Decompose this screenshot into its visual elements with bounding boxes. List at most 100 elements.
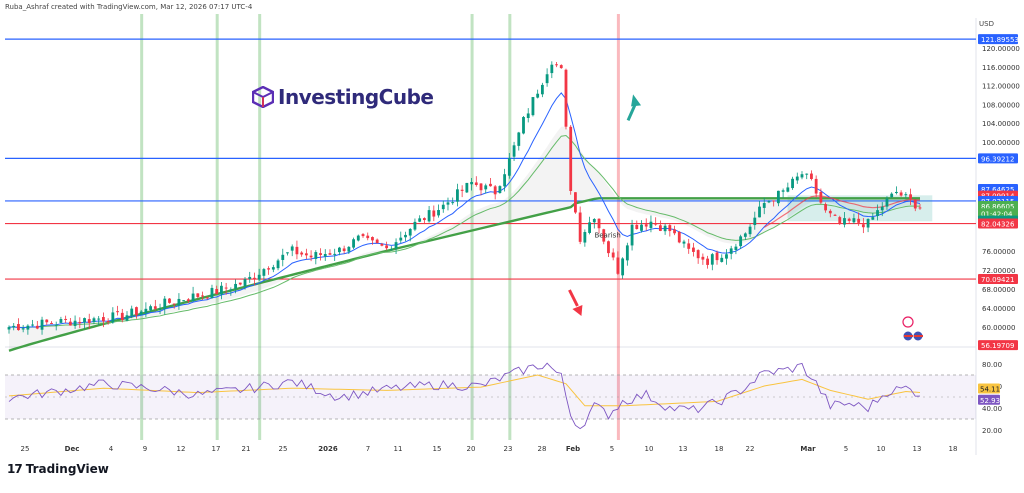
- candle-body-13: [68, 321, 72, 326]
- candle-body-51: [248, 276, 252, 280]
- candle-body-3: [21, 328, 25, 330]
- candle-body-6: [35, 325, 39, 329]
- time-axis-tick-15: Feb: [566, 445, 580, 453]
- ema-slow-line: [8, 134, 921, 328]
- candle-body-41: [201, 295, 204, 297]
- candle-body-36: [177, 298, 181, 306]
- rsi-tag-bg-1: [978, 394, 1000, 405]
- tradingview-branding[interactable]: 17 TradingView: [7, 462, 109, 476]
- candle-body-25: [125, 315, 129, 321]
- price-axis-tick-10: 120.00000: [982, 45, 1020, 53]
- candle-body-109: [522, 117, 525, 134]
- candle-body-169: [805, 173, 809, 175]
- vertical-highlight-5: [616, 14, 620, 440]
- candle-body-40: [196, 293, 200, 297]
- candle-body-128: [611, 252, 615, 258]
- candle-body-21: [106, 320, 110, 323]
- price-tag-0: 121.89553: [981, 36, 1019, 44]
- rsi-line: [8, 362, 921, 430]
- candle-body-55: [267, 268, 271, 270]
- candle-body-187: [890, 193, 894, 198]
- candle-body-165: [786, 187, 790, 192]
- time-axis-tick-9: 7: [366, 445, 370, 453]
- candle-body-79: [380, 243, 384, 246]
- time-axis-tick-18: 13: [679, 445, 688, 453]
- price-tag-8: 82.04326: [981, 221, 1015, 229]
- candle-body-8: [45, 319, 49, 323]
- candle-body-111: [531, 97, 535, 116]
- currency-label: USD: [979, 20, 994, 28]
- candle-body-155: [739, 236, 743, 247]
- time-axis-tick-5: 17: [212, 445, 221, 453]
- candle-body-29: [144, 308, 148, 314]
- candle-body-42: [205, 297, 209, 299]
- ema-fill-area: [9, 126, 920, 351]
- candle-body-119: [569, 126, 573, 191]
- time-axis-tick-12: 20: [467, 445, 476, 453]
- candle-body-18: [92, 318, 96, 323]
- candle-body-38: [186, 299, 190, 302]
- candle-body-69: [333, 253, 337, 255]
- candle-body-23: [116, 311, 119, 313]
- candle-body-57: [276, 260, 280, 269]
- candle-body-99: [474, 182, 478, 186]
- candle-body-72: [347, 246, 351, 252]
- candle-body-191: [909, 194, 912, 199]
- candle-body-115: [550, 64, 554, 74]
- candle-body-103: [493, 186, 497, 195]
- us-flag-stripe-2: [914, 335, 923, 337]
- rsi-axis-tick-1: 40.00: [982, 405, 1002, 413]
- candle-body-92: [441, 204, 445, 210]
- candle-body-85: [408, 228, 412, 236]
- price-axis-tick-9: 116.00000: [982, 64, 1020, 72]
- candle-body-77: [371, 237, 374, 241]
- rsi-band: [5, 375, 976, 419]
- candle-body-113: [540, 84, 544, 95]
- ema-mid-line: [763, 195, 921, 228]
- candle-body-94: [451, 202, 455, 204]
- rsi-tag-0: 54.11: [980, 385, 1000, 393]
- candle-body-81: [389, 249, 393, 251]
- candle-body-11: [59, 319, 63, 323]
- vertical-highlight-1: [215, 14, 219, 440]
- candle-body-54: [262, 269, 266, 276]
- annotation-label-0: Bearish: [594, 231, 620, 239]
- candle-body-49: [238, 282, 242, 285]
- price-tag-bg-1: [978, 153, 1018, 164]
- candle-body-5: [31, 324, 35, 326]
- candle-body-87: [418, 218, 422, 222]
- candle-body-135: [644, 224, 648, 227]
- candle-body-63: [304, 253, 308, 256]
- candle-body-130: [621, 258, 625, 276]
- time-axis-tick-23: 10: [877, 445, 886, 453]
- candle-body-160: [762, 203, 766, 208]
- vertical-highlight-2: [258, 14, 262, 440]
- candle-body-159: [758, 206, 761, 218]
- candle-body-73: [352, 239, 355, 248]
- candle-body-142: [677, 231, 681, 243]
- candle-body-102: [489, 183, 492, 187]
- rsi-axis-tick-0: 20.00: [982, 427, 1002, 435]
- candle-body-184: [876, 210, 879, 216]
- attribution-text: Ruba_Ashraf created with TradingView.com…: [5, 3, 253, 11]
- candle-body-12: [64, 318, 68, 320]
- candle-body-104: [498, 186, 502, 193]
- candle-body-20: [101, 317, 105, 322]
- candle-body-46: [224, 287, 228, 289]
- candle-body-123: [588, 222, 591, 233]
- candle-body-180: [857, 218, 861, 223]
- candle-body-96: [460, 189, 464, 191]
- candle-body-58: [281, 254, 285, 260]
- candle-body-24: [120, 312, 124, 321]
- candle-body-161: [767, 201, 771, 203]
- price-tag-6: 01:42:04: [981, 210, 1013, 218]
- candle-body-66: [319, 253, 322, 255]
- candle-body-74: [356, 235, 360, 241]
- candle-body-34: [168, 298, 171, 303]
- candle-body-136: [649, 221, 653, 228]
- candle-body-43: [210, 287, 214, 299]
- candle-body-139: [663, 225, 667, 232]
- candle-body-65: [314, 252, 318, 259]
